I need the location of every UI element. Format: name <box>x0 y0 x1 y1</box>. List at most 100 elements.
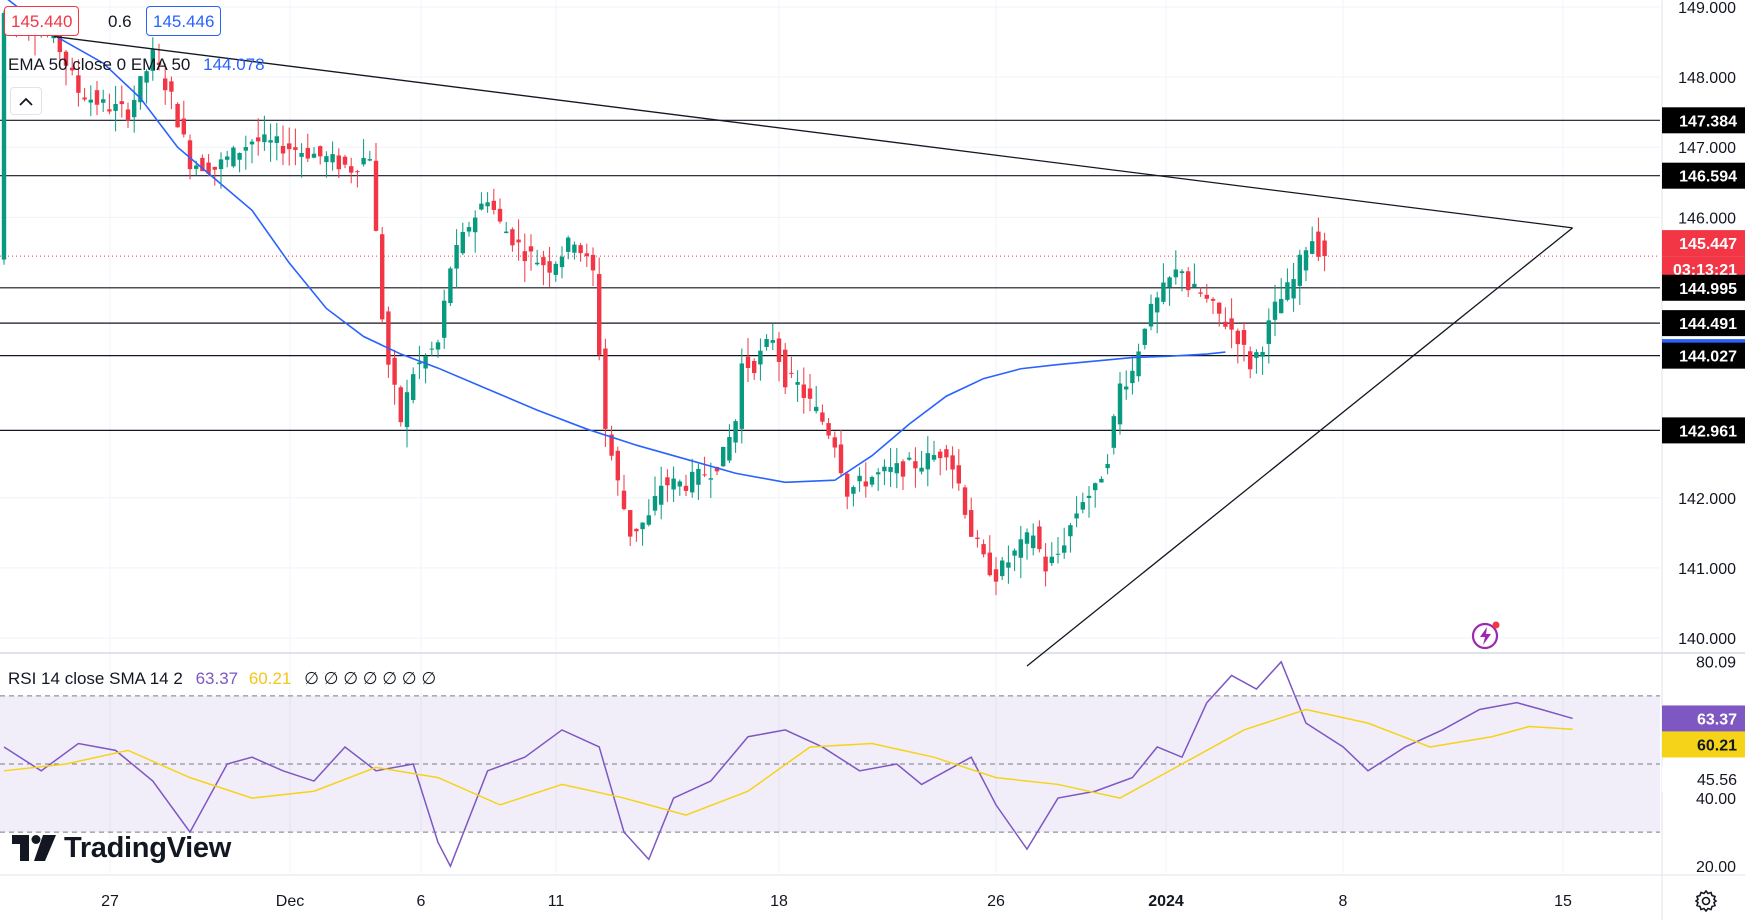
candle-body <box>113 103 118 111</box>
candle <box>113 85 118 132</box>
candle <box>969 497 974 537</box>
candle <box>1204 283 1209 303</box>
candle <box>913 447 918 488</box>
candle-body <box>1161 282 1166 302</box>
candle <box>1173 250 1178 285</box>
rsi-sma-line <box>3 708 1573 816</box>
candle-body <box>200 157 205 172</box>
candle <box>516 219 521 261</box>
collapse-legend-button[interactable] <box>10 87 42 115</box>
candle-body <box>70 67 75 71</box>
candle-body <box>1099 478 1104 483</box>
candle-body <box>175 103 180 128</box>
candle <box>956 449 961 491</box>
candle <box>1105 454 1110 475</box>
candle <box>1093 482 1098 508</box>
candle-body <box>1142 328 1147 345</box>
candle <box>175 102 180 128</box>
candle-body <box>795 382 800 385</box>
candle-body <box>349 166 354 173</box>
candle <box>311 147 317 159</box>
candle-body <box>119 101 124 105</box>
candle-body <box>187 140 193 170</box>
x-tick-label: 6 <box>417 893 426 910</box>
candle-body <box>690 471 695 493</box>
tradingview-logo[interactable]: TradingView <box>12 831 231 865</box>
candle <box>1024 528 1030 560</box>
candle <box>249 139 255 164</box>
candle <box>1167 276 1172 306</box>
candle <box>305 133 310 163</box>
candle-body <box>156 62 162 65</box>
candle-body <box>522 251 527 262</box>
candle-body <box>1124 386 1129 390</box>
candle <box>1148 294 1154 331</box>
candle <box>1124 370 1129 400</box>
candle-body <box>1055 553 1061 555</box>
candle-body <box>1130 370 1135 384</box>
candle-body <box>590 254 596 271</box>
candle-body <box>814 406 819 412</box>
rsi-tick-label: 20.00 <box>1696 859 1736 876</box>
candle-body <box>628 510 633 537</box>
candle-body <box>1068 525 1073 537</box>
candle <box>1248 346 1253 379</box>
candle-body <box>1229 318 1234 330</box>
candle <box>107 93 112 115</box>
candle <box>764 334 769 351</box>
candle <box>429 341 434 357</box>
tradingview-logo-icon <box>12 835 56 861</box>
candle <box>590 247 596 286</box>
candle <box>1136 343 1141 382</box>
candle <box>1018 525 1023 579</box>
candle-body <box>838 444 844 474</box>
candle <box>566 235 571 260</box>
candle <box>1310 226 1315 255</box>
candle-body <box>1043 556 1048 572</box>
price-axis-label-text: 63.37 <box>1697 711 1737 728</box>
candle <box>1229 298 1234 349</box>
ema-legend[interactable]: EMA 50 close 0 EMA 50 144.078 <box>8 55 265 75</box>
candle <box>423 353 428 384</box>
rsi-legend[interactable]: RSI 14 close SMA 14 2 63.37 60.21 ∅ ∅ ∅ … <box>8 669 436 689</box>
candle-body <box>776 338 782 362</box>
candle <box>851 485 856 507</box>
candle-body <box>491 200 496 210</box>
candle <box>442 289 447 349</box>
lightning-icon[interactable] <box>1470 619 1502 651</box>
gear-icon[interactable] <box>1694 889 1718 913</box>
candle <box>268 123 273 162</box>
candle-body <box>411 374 416 401</box>
candle <box>820 404 825 425</box>
price-axis-label-text: 142.961 <box>1679 423 1737 440</box>
candle <box>181 100 186 138</box>
candle <box>504 221 509 234</box>
candle <box>783 343 788 394</box>
candle-body <box>603 348 608 429</box>
candle <box>460 222 465 256</box>
candle <box>237 152 242 173</box>
candle <box>770 323 775 350</box>
price-axis-label-bg <box>1662 731 1745 758</box>
candle-body <box>671 478 676 490</box>
candle <box>1037 520 1042 553</box>
candle-body <box>1173 269 1178 278</box>
candle <box>1142 328 1147 350</box>
candle-body <box>696 468 701 485</box>
candle-body <box>572 244 577 253</box>
candle <box>584 243 589 268</box>
price-axis-label-text: 147.384 <box>1679 113 1737 130</box>
candle <box>243 135 248 170</box>
candle <box>646 499 651 527</box>
candle <box>745 338 751 383</box>
candle-body <box>1260 351 1265 357</box>
candle <box>863 462 868 498</box>
candle <box>1279 278 1284 314</box>
candle-body <box>857 475 862 482</box>
candle-body <box>547 261 552 273</box>
candle <box>1068 523 1073 553</box>
candle-body <box>789 372 794 374</box>
candle <box>1049 542 1054 566</box>
candle-body <box>342 156 348 165</box>
